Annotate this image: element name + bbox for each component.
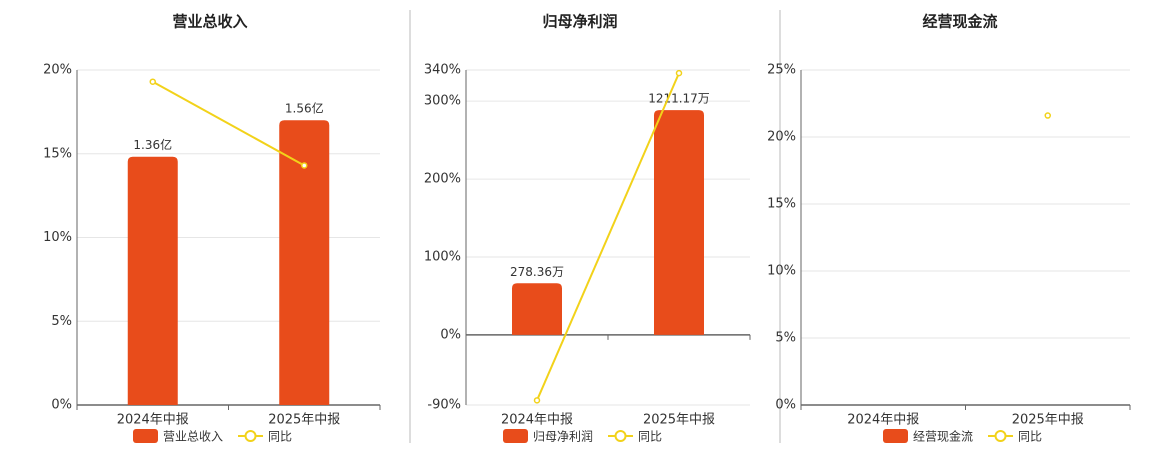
y-tick-label: 0% xyxy=(775,398,796,413)
legend-label: 经营现金流 xyxy=(913,429,973,444)
y-tick-label: 300% xyxy=(424,94,461,109)
y-tick-label: 10% xyxy=(767,264,796,279)
bar xyxy=(127,156,178,405)
line-marker xyxy=(533,397,541,404)
y-tick-label: 10% xyxy=(43,230,72,245)
y-tick-label: 5% xyxy=(775,331,796,346)
y-tick-label: 5% xyxy=(51,314,72,329)
y-tick-label: 0% xyxy=(51,398,72,413)
legend-marker xyxy=(614,430,627,442)
y-tick-label: 15% xyxy=(43,146,72,161)
y-tick-label: 25% xyxy=(767,63,796,78)
value-label: 1211.17万 xyxy=(648,92,710,106)
line-marker xyxy=(149,78,156,85)
chart-title: 营业总收入 xyxy=(172,13,247,31)
bar xyxy=(512,283,562,335)
legend-label: 归母净利润 xyxy=(533,430,593,444)
y-tick-label: -90% xyxy=(427,398,461,413)
chart-title: 归母净利润 xyxy=(542,13,617,31)
y-tick-label: 20% xyxy=(767,130,796,145)
bar xyxy=(654,110,704,335)
legend-marker xyxy=(244,430,257,442)
line-marker xyxy=(301,162,308,169)
y-tick-label: 340% xyxy=(424,63,461,78)
legend-label: 同比 xyxy=(268,430,292,444)
x-tick-label: 2025年中报 xyxy=(268,413,340,428)
y-tick-label: 0% xyxy=(440,327,461,342)
legend-swatch xyxy=(133,429,158,443)
value-label: 278.36万 xyxy=(510,265,564,279)
line-marker xyxy=(1044,112,1051,119)
x-tick-label: 2025年中报 xyxy=(1012,413,1084,428)
legend-label: 同比 xyxy=(1018,430,1042,444)
line xyxy=(536,72,680,401)
line-marker xyxy=(675,69,683,77)
value-label: 1.56亿 xyxy=(285,101,324,116)
y-tick-label: 20% xyxy=(43,63,72,78)
x-tick-label: 2024年中报 xyxy=(501,413,573,428)
chart-title: 经营现金流 xyxy=(922,13,997,31)
legend-swatch xyxy=(883,429,908,443)
y-tick-label: 200% xyxy=(424,172,461,187)
legend-marker xyxy=(994,430,1007,442)
x-tick-label: 2025年中报 xyxy=(643,413,715,428)
legend-label: 营业总收入 xyxy=(163,430,223,444)
line xyxy=(152,80,305,167)
y-tick-label: 15% xyxy=(767,197,796,212)
legend-label: 同比 xyxy=(638,430,662,444)
value-label: 1.36亿 xyxy=(133,137,172,152)
y-tick-label: 100% xyxy=(424,249,461,264)
bar xyxy=(279,120,330,406)
legend-swatch xyxy=(503,429,528,443)
x-tick-label: 2024年中报 xyxy=(117,413,189,428)
x-tick-label: 2024年中报 xyxy=(847,413,919,428)
